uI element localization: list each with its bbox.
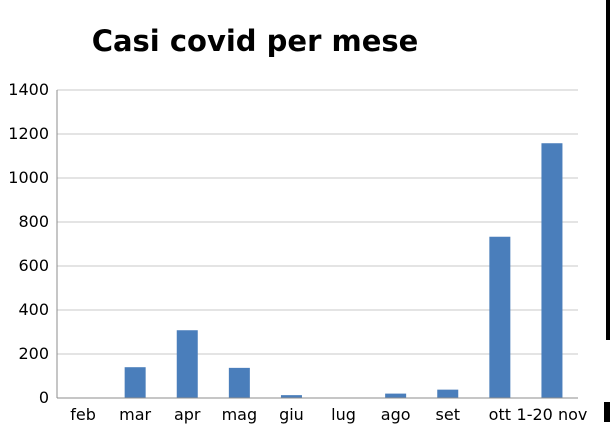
- bars: [124, 143, 563, 398]
- bar-ott: [489, 236, 511, 398]
- x-tick-label: lug: [331, 405, 356, 424]
- y-tick-label: 0: [39, 388, 49, 407]
- edge-mark-right: [606, 0, 610, 340]
- gridlines: [57, 89, 578, 355]
- x-tick-label: mag: [222, 405, 258, 424]
- chart-title: Casi covid per mese: [92, 24, 419, 58]
- x-tick-label: feb: [70, 405, 96, 424]
- x-tick-label: ago: [381, 405, 411, 424]
- bar-mag: [228, 367, 250, 398]
- x-tick-label: giu: [279, 405, 304, 424]
- x-tick-label: ott: [489, 405, 511, 424]
- y-tick-label: 400: [18, 300, 49, 319]
- y-tick-label: 600: [18, 256, 49, 275]
- bar-set: [437, 389, 459, 398]
- bar-ago: [385, 393, 407, 398]
- x-tick-label: set: [436, 405, 460, 424]
- y-tick-label: 1000: [8, 168, 49, 187]
- y-tick-label: 1200: [8, 124, 49, 143]
- x-axis-tick-labels: feb mar apr mag giu lug ago set ott 1-20 nov: [70, 405, 587, 424]
- y-tick-label: 200: [18, 344, 49, 363]
- bar-mar: [124, 367, 146, 398]
- edge-mark-bottom-right: [604, 402, 610, 422]
- bar-1-20-nov: [541, 143, 563, 398]
- y-tick-label: 1400: [8, 80, 49, 99]
- bar-giu: [280, 395, 302, 398]
- y-axis-tick-labels: 0 200 400 600 800 1000 1200 1400: [8, 80, 49, 407]
- y-tick-label: 800: [18, 212, 49, 231]
- x-tick-label: mar: [119, 405, 151, 424]
- x-tick-label: apr: [174, 405, 201, 424]
- bar-apr: [176, 330, 198, 398]
- x-tick-label: 1-20 nov: [517, 405, 588, 424]
